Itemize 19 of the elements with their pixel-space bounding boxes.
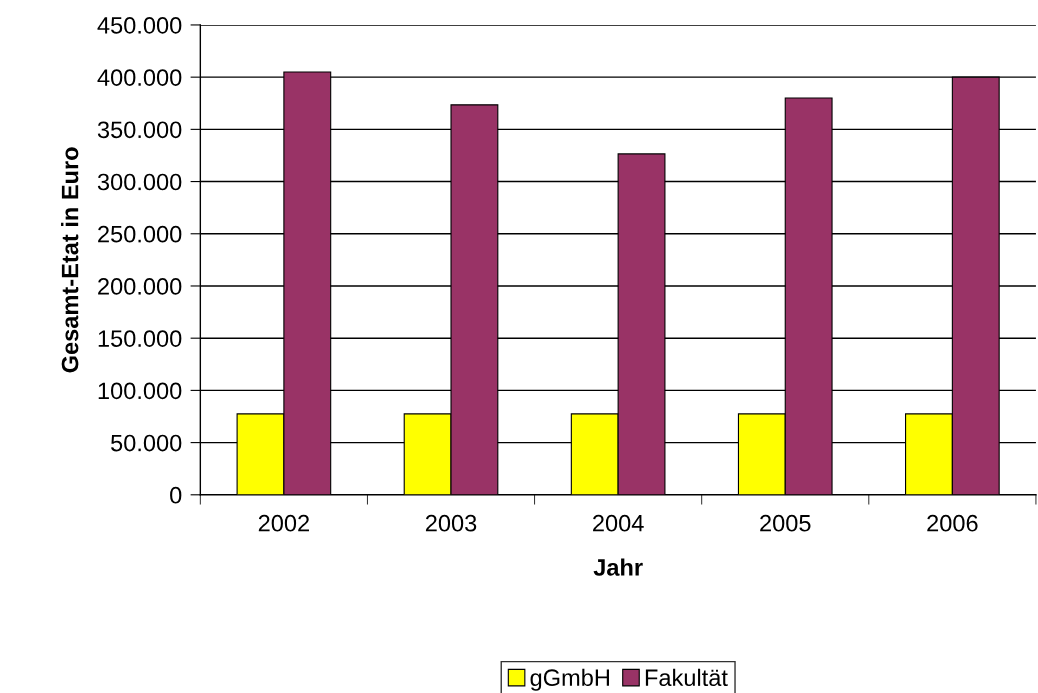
x-tick-label: 2004 [593,514,644,532]
y-tick-label: 0 [170,486,182,504]
y-tick-label: 350.000 [97,121,182,139]
legend-label: gGmbH [530,668,609,691]
y-tick-label: 450.000 [97,17,182,34]
x-tick-label: 2006 [927,514,978,532]
y-tick-label: 150.000 [98,330,182,347]
y-tick-label: 400.000 [97,69,182,86]
legend-label: Fakultät [645,668,728,687]
y-tick-label: 50.000 [111,434,182,452]
x-tick-label: 2003 [425,514,477,532]
x-axis-title: Jahr [593,558,643,576]
y-tick-label: 250.000 [98,225,182,243]
x-tick-label: 2005 [760,514,811,532]
y-tick-label: 100.000 [98,382,182,400]
x-tick-label: 2002 [258,514,309,532]
y-tick-label: 300.000 [97,173,182,191]
y-tick-label: 200.000 [98,278,182,295]
y-axis-title: Gesamt-Etat in Euro [61,147,79,373]
